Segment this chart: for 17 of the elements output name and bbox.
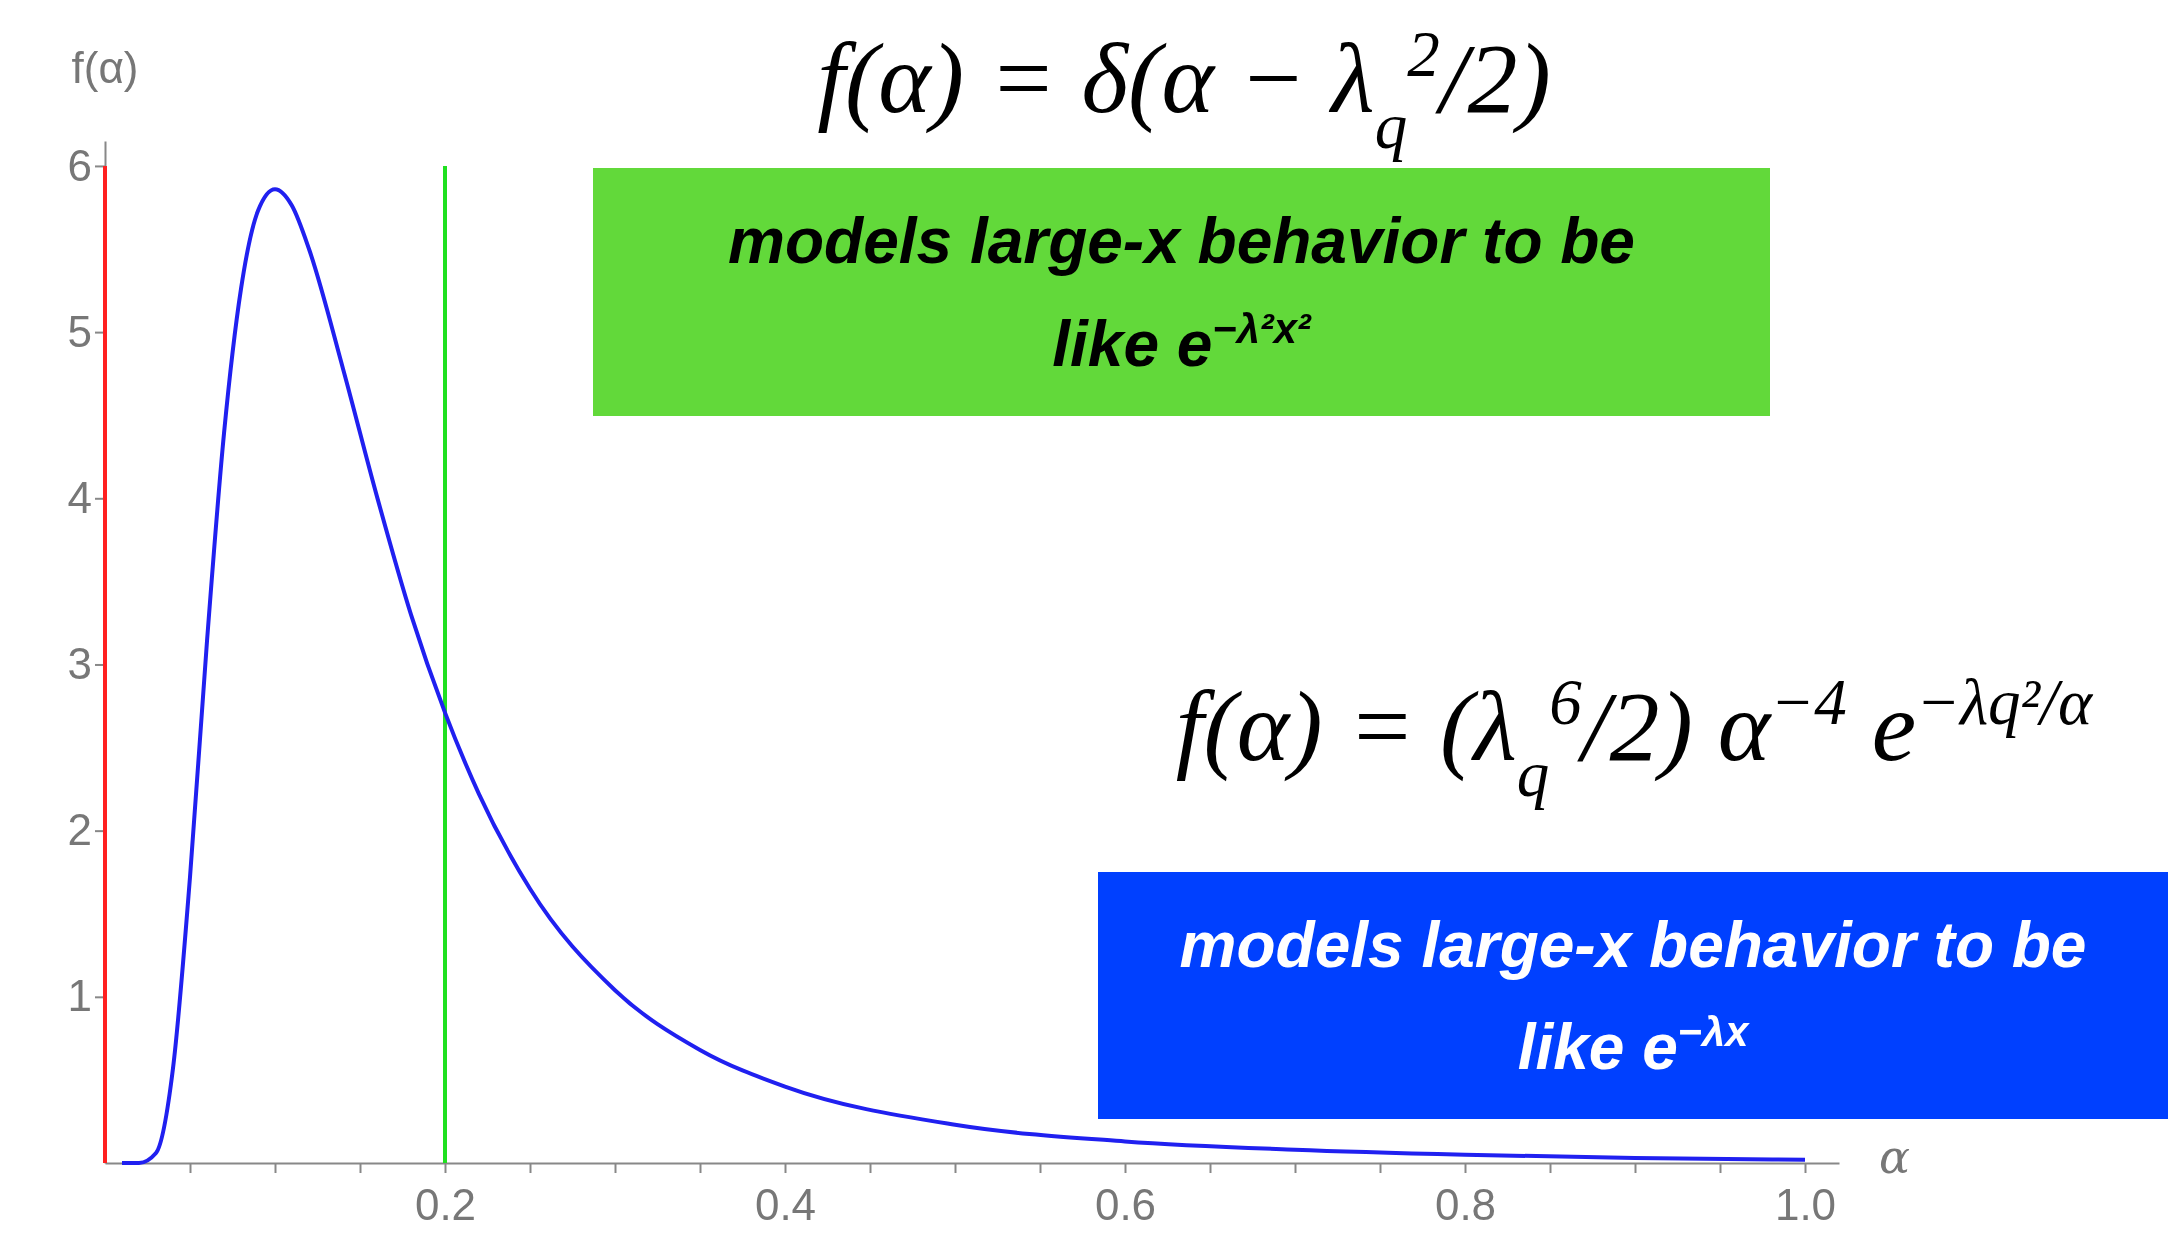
- y-axis-title: f(α): [71, 43, 139, 92]
- y-tick-label: 3: [67, 639, 92, 689]
- x-axis-title: α: [1879, 1130, 1911, 1184]
- annotation: models large-x behavior to be like e$^{−λ²x²}$: [728, 205, 1635, 380]
- annotation: f(α) = δ(α − λ$_{q}$$^{2}$/2): [817, 18, 1551, 162]
- y-tick-label: 1: [67, 971, 92, 1021]
- annotation: models large-x behavior to be like e$^{−λx}$: [1179, 908, 2087, 1084]
- annotation: f(α) = (λ$_{q}$$^{6}$/2) α$^{−4}$ e$^{−λq²/α}$: [1175, 666, 2095, 810]
- y-tick-label: 4: [67, 472, 92, 522]
- x-tick-label: 0.4: [754, 1180, 817, 1229]
- x-tick-label: 0.6: [1094, 1180, 1157, 1229]
- y-tick-label: 5: [67, 306, 92, 356]
- y-tick-label: 2: [67, 805, 92, 855]
- y-tick-label: 6: [67, 140, 92, 190]
- x-tick-label: 0.8: [1434, 1180, 1497, 1229]
- x-tick-label: 1.0: [1774, 1180, 1837, 1229]
- x-tick-label: 0.2: [414, 1180, 477, 1229]
